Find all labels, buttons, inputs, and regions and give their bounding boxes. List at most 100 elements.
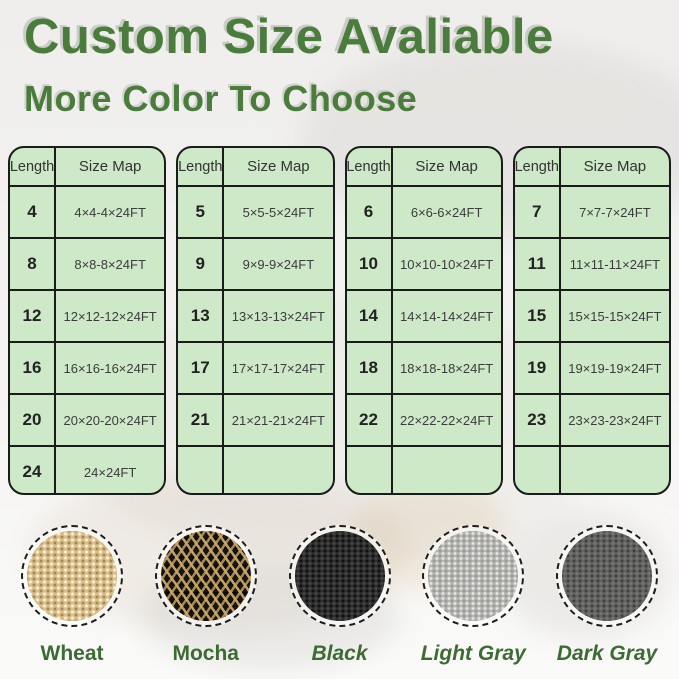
dashed-circle [288, 525, 391, 627]
sizemap-value: 17×17-17×24FT [231, 360, 325, 376]
length-value: 20 [10, 395, 56, 445]
sizemap-value [561, 447, 669, 493]
table-header-row: Length Size Map [347, 148, 501, 185]
table-row: 13 13×13-13×24FT [178, 289, 333, 341]
sizemap-value: 10×10-10×24FT [400, 256, 494, 272]
swatch-wheat: Wheat [10, 525, 134, 666]
table-row: 21 21×21-21×24FT [178, 393, 333, 445]
column-header-sizemap: Size Map [415, 158, 478, 175]
page-subtitle: More Color To Choose [24, 77, 418, 119]
length-value: 12 [10, 291, 56, 341]
table-row: 17 17×17-17×24FT [178, 341, 333, 393]
dashed-circle [21, 525, 123, 627]
table-row: 10 10×10-10×24FT [346, 237, 501, 289]
length-value: 19 [515, 343, 561, 393]
sizemap-value: 21×21-21×24FT [231, 412, 325, 428]
table-header-row: Length Size Map [10, 148, 164, 185]
swatch-label-wheat: Wheat [40, 642, 104, 665]
length-value: 15 [515, 291, 561, 341]
column-header-length: Length [178, 148, 225, 185]
table-row: 14 14×14-14×24FT [346, 289, 501, 341]
length-value: 22 [347, 395, 393, 445]
table-row-empty [514, 445, 669, 493]
sizemap-value: 16×16-16×24FT [63, 360, 157, 376]
length-value: 11 [515, 239, 561, 289]
swatch-black: Black [278, 525, 402, 666]
swatch-dark-gray: Dark Gray [545, 525, 669, 666]
sizemap-value [393, 447, 501, 493]
sizemap-value [224, 447, 332, 493]
column-header-length: Length [347, 148, 393, 185]
length-value: 23 [515, 395, 561, 445]
sizemap-value: 4×4-4×24FT [74, 204, 146, 220]
length-value [178, 447, 225, 493]
page-title: Custom Size Avaliable [24, 10, 554, 64]
sizemap-value: 23×23-23×24FT [568, 412, 662, 428]
column-header-sizemap: Size Map [78, 158, 142, 175]
table-header-row: Length Size Map [178, 148, 332, 185]
table-row-empty [346, 445, 501, 493]
length-value: 8 [10, 239, 56, 289]
length-value: 17 [178, 343, 225, 393]
length-value [347, 447, 393, 493]
sizemap-value: 24×24FT [83, 464, 137, 480]
length-value: 9 [178, 239, 225, 289]
table-row: 24 24×24FT [10, 445, 165, 493]
length-value: 21 [178, 395, 225, 445]
length-value: 24 [10, 447, 56, 493]
column-header-length: Length [515, 148, 561, 185]
swatch-label-mocha: Mocha [172, 642, 239, 665]
table-row: 22 22×22-22×24FT [346, 393, 501, 445]
size-table-2: Length Size Map 5 5×5-5×24FT 9 9×9-9×24F… [176, 146, 335, 495]
dark-gray-fabric-sample [562, 531, 652, 621]
sizemap-value: 5×5-5×24FT [242, 204, 315, 220]
table-row: 4 4×4-4×24FT [10, 185, 165, 237]
sizemap-value: 14×14-14×24FT [400, 308, 494, 324]
table-row: 7 7×7-7×24FT [514, 185, 669, 237]
table-row: 19 19×19-19×24FT [514, 341, 669, 393]
swatch-label-dark-gray: Dark Gray [556, 642, 658, 665]
dashed-circle [154, 525, 257, 627]
size-table-1: Length Size Map 4 4×4-4×24FT 8 8×8-8×24F… [8, 146, 167, 495]
sizemap-value: 15×15-15×24FT [568, 308, 662, 324]
table-row: 11 11×11-11×24FT [514, 237, 669, 289]
headings: Custom Size Avaliable More Color To Choo… [24, 10, 554, 119]
sizemap-value: 9×9-9×24FT [242, 256, 315, 272]
table-row: 23 23×23-23×24FT [514, 393, 669, 445]
length-value: 5 [178, 187, 225, 237]
dashed-circle [556, 525, 658, 627]
length-value: 10 [347, 239, 393, 289]
length-value: 4 [10, 187, 56, 237]
length-value: 6 [347, 187, 393, 237]
length-value: 16 [10, 343, 56, 393]
length-value: 13 [178, 291, 225, 341]
table-row: 6 6×6-6×24FT [346, 185, 501, 237]
dashed-circle [422, 525, 525, 627]
column-header-sizemap: Size Map [247, 158, 310, 175]
swatch-label-black: Black [311, 642, 368, 665]
sizemap-value: 13×13-13×24FT [231, 308, 325, 324]
column-header-length: Length [10, 148, 56, 185]
sizemap-value: 22×22-22×24FT [400, 412, 494, 428]
size-tables: Length Size Map 4 4×4-4×24FT 8 8×8-8×24F… [8, 146, 671, 495]
table-row: 12 12×12-12×24FT [10, 289, 165, 341]
length-value: 7 [515, 187, 561, 237]
sizemap-value: 6×6-6×24FT [410, 204, 483, 220]
size-table-3: Length Size Map 6 6×6-6×24FT 10 10×10-10… [344, 146, 503, 495]
light-gray-fabric-sample [428, 531, 519, 621]
table-row: 9 9×9-9×24FT [178, 237, 333, 289]
swatch-label-light-gray: Light Gray [420, 642, 526, 665]
swatch-light-gray: Light Gray [411, 525, 535, 666]
column-header-sizemap: Size Map [583, 158, 647, 175]
table-row: 20 20×20-20×24FT [10, 393, 165, 445]
size-table-4: Length Size Map 7 7×7-7×24FT 11 11×11-11… [512, 146, 671, 495]
table-header-row: Length Size Map [515, 148, 669, 185]
color-swatches: Wheat Mocha Black Light Gray Dark Gray [0, 525, 679, 666]
sizemap-value: 20×20-20×24FT [63, 412, 157, 428]
mocha-fabric-sample [160, 531, 251, 621]
table-row: 5 5×5-5×24FT [178, 185, 333, 237]
black-fabric-sample [294, 531, 385, 621]
sizemap-value: 7×7-7×24FT [579, 204, 651, 220]
length-value [515, 447, 561, 493]
